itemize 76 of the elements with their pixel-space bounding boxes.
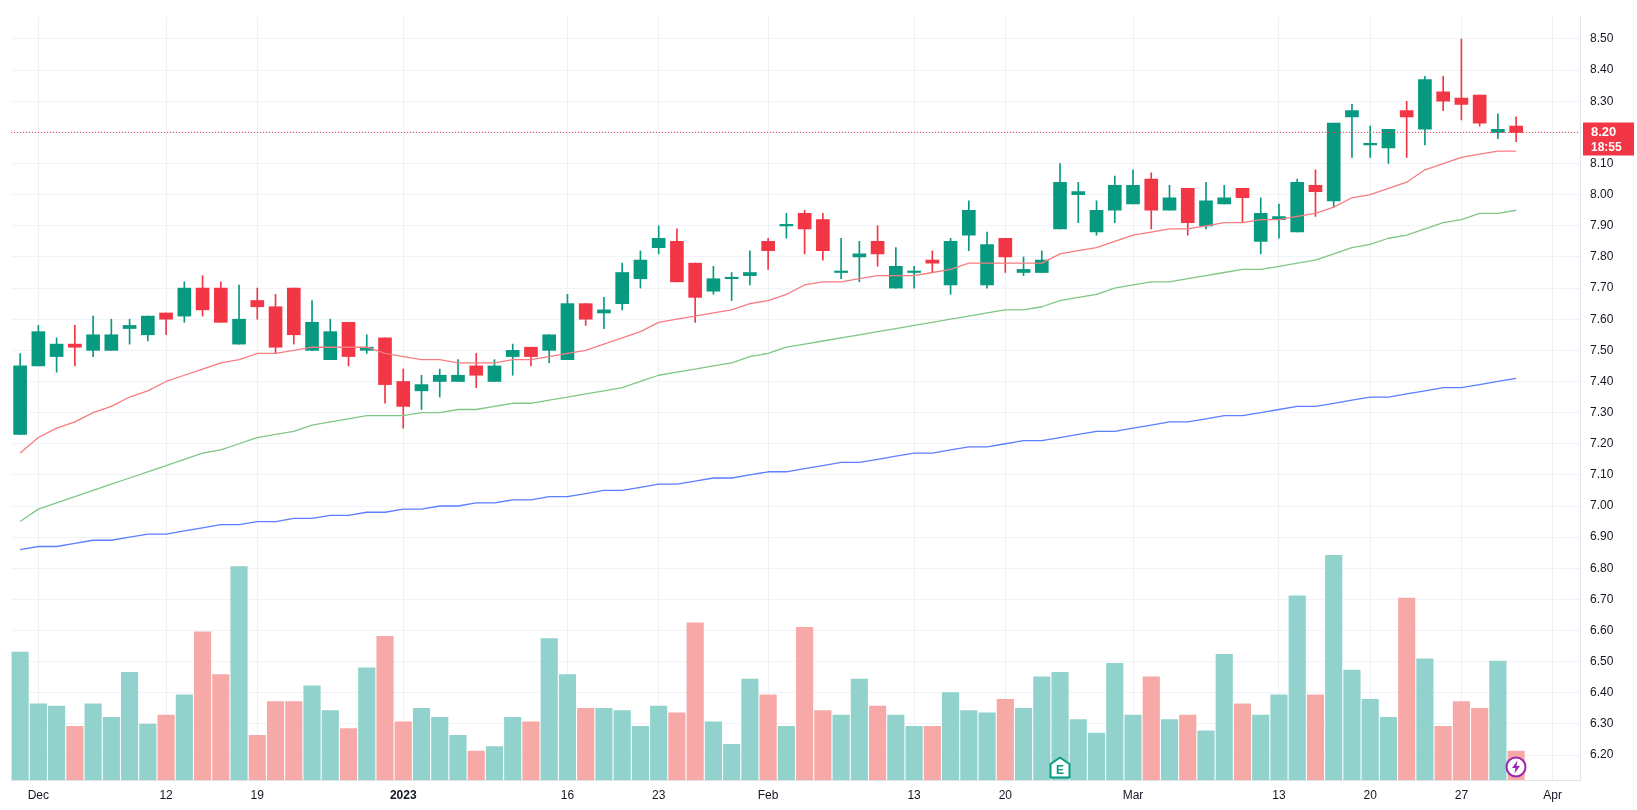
bar bbox=[1142, 676, 1160, 780]
y-tick-label: 6.20 bbox=[1590, 747, 1614, 762]
x-tick-label: 27 bbox=[1454, 787, 1469, 802]
bar bbox=[1233, 703, 1252, 780]
candlestick bbox=[743, 250, 757, 286]
y-tick-label: 8.00 bbox=[1590, 186, 1614, 201]
x-tick-label: 20 bbox=[998, 787, 1013, 802]
y-tick-label: 7.10 bbox=[1590, 467, 1614, 482]
candlestick bbox=[1345, 104, 1359, 158]
x-tick-label: 19 bbox=[250, 787, 265, 802]
candlestick bbox=[834, 237, 848, 280]
y-tick-label: 7.80 bbox=[1590, 249, 1614, 264]
bar bbox=[1160, 719, 1179, 780]
x-tick-label: Feb bbox=[757, 787, 779, 802]
y-tick-label: 8.10 bbox=[1590, 155, 1614, 170]
text: 18:55 bbox=[1591, 139, 1623, 154]
candlestick bbox=[1491, 113, 1505, 139]
y-tick-label: 7.20 bbox=[1590, 436, 1614, 451]
ref-line-label: 8.20 bbox=[1591, 123, 1617, 139]
candlestick bbox=[68, 325, 82, 367]
y-tick-label: 6.90 bbox=[1590, 529, 1614, 544]
x-tick-label: 13 bbox=[1272, 787, 1286, 802]
candlestick bbox=[907, 265, 921, 289]
x-tick-label: Dec bbox=[27, 787, 50, 802]
x-tick-label: Apr bbox=[1543, 787, 1562, 802]
x-tick-label: 2023 bbox=[389, 787, 417, 802]
bar bbox=[175, 694, 193, 780]
bar bbox=[66, 726, 84, 780]
bar bbox=[1489, 660, 1507, 780]
x-tick-label: 16 bbox=[560, 787, 575, 802]
y-tick-label: 6.70 bbox=[1590, 591, 1614, 606]
bar bbox=[1179, 714, 1197, 780]
y-tick-label: 7.50 bbox=[1590, 342, 1614, 357]
y-tick-label: 7.60 bbox=[1590, 311, 1614, 326]
bar bbox=[339, 728, 358, 780]
y-tick-label: 7.70 bbox=[1590, 280, 1614, 295]
bar bbox=[577, 708, 595, 780]
x-tick-label: 13 bbox=[907, 787, 922, 802]
x-tick-label: 23 bbox=[651, 787, 666, 802]
y-tick-label: 8.50 bbox=[1590, 31, 1614, 46]
y-tick-label: 8.40 bbox=[1590, 62, 1614, 77]
bar bbox=[777, 726, 795, 780]
y-tick-label: 6.50 bbox=[1590, 654, 1614, 668]
y-tick-label: 8.30 bbox=[1590, 93, 1614, 108]
bar bbox=[1398, 597, 1416, 780]
y-tick-label: 7.90 bbox=[1590, 218, 1614, 233]
candlestick bbox=[505, 343, 520, 376]
bar bbox=[358, 667, 376, 780]
y-tick-label: 6.60 bbox=[1590, 622, 1614, 637]
bar bbox=[923, 726, 941, 780]
bar bbox=[905, 726, 923, 780]
y-tick-label: 7.00 bbox=[1590, 498, 1614, 513]
bar bbox=[467, 750, 485, 780]
x-tick-label: 20 bbox=[1363, 787, 1378, 802]
bar bbox=[157, 714, 175, 780]
bar bbox=[1416, 658, 1434, 780]
bar bbox=[522, 721, 540, 780]
bar bbox=[1306, 694, 1325, 780]
y-tick-label: 6.30 bbox=[1590, 716, 1614, 731]
candlestick bbox=[1071, 181, 1086, 224]
y-tick-label: 6.80 bbox=[1590, 560, 1614, 575]
bar bbox=[759, 694, 777, 780]
x-tick-label: Mar bbox=[1122, 787, 1144, 802]
candlestick bbox=[1363, 125, 1378, 158]
bar bbox=[887, 714, 905, 780]
candlestick bbox=[250, 287, 265, 320]
x-tick-label: 12 bbox=[159, 787, 174, 802]
bar bbox=[869, 705, 887, 780]
y-tick-label: 7.40 bbox=[1590, 373, 1614, 388]
annotation: E bbox=[1055, 763, 1065, 777]
bar bbox=[668, 712, 686, 780]
bar bbox=[996, 699, 1014, 780]
y-tick-label: 7.30 bbox=[1590, 404, 1614, 419]
bar bbox=[230, 566, 248, 780]
y-tick-label: 6.40 bbox=[1590, 685, 1614, 700]
bar bbox=[686, 622, 704, 780]
